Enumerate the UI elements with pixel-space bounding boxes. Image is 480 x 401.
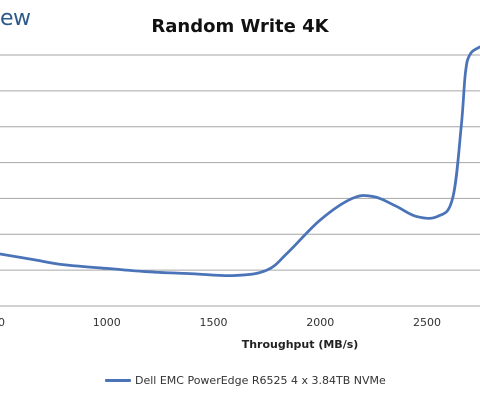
legend-label: Dell EMC PowerEdge R6525 4 x 3.84TB NVMe xyxy=(135,374,386,387)
legend: Dell EMC PowerEdge R6525 4 x 3.84TB NVMe xyxy=(105,374,386,387)
x-tick-labels: 0 1000 1500 2000 2500 xyxy=(0,316,441,329)
x-tick-label: 0 xyxy=(0,316,5,329)
logo-watermark: ew xyxy=(0,6,31,31)
x-tick-label: 1000 xyxy=(93,316,121,329)
x-tick-label: 1500 xyxy=(200,316,228,329)
x-axis-label: Throughput (MB/s) xyxy=(241,338,359,351)
x-tick-label: 2500 xyxy=(413,316,441,329)
legend-swatch xyxy=(105,379,131,382)
chart-title: Random Write 4K xyxy=(151,16,329,37)
x-tick-label: 2000 xyxy=(306,316,334,329)
gridlines xyxy=(0,54,480,271)
series-line-0 xyxy=(0,45,480,278)
series-layer xyxy=(0,45,480,278)
